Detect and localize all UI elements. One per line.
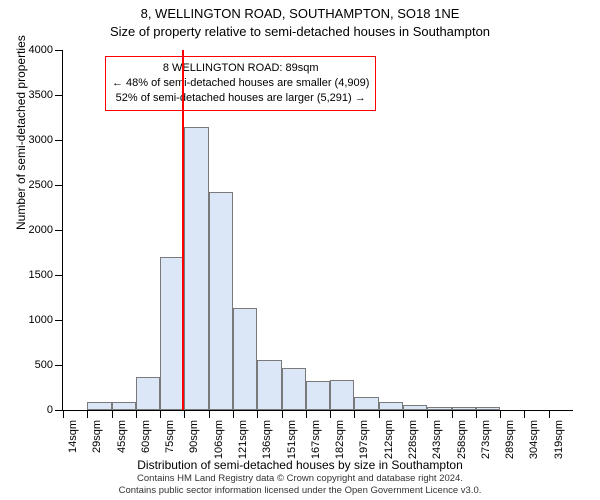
x-tick-label: 45sqm — [116, 420, 128, 453]
x-tick-label: 243sqm — [431, 420, 443, 459]
x-tick-label: 29sqm — [91, 420, 103, 453]
y-tick-label: 3500 — [29, 89, 53, 101]
x-tick-label: 304sqm — [528, 420, 540, 459]
x-tick — [427, 410, 428, 418]
x-tick-label: 258sqm — [456, 420, 468, 459]
x-tick — [233, 410, 234, 418]
annotation-line-3: 52% of semi-detached houses are larger (… — [112, 91, 369, 106]
x-tick — [87, 410, 88, 418]
plot-area: 8 WELLINGTON ROAD: 89sqm ← 48% of semi-d… — [62, 50, 573, 411]
y-tick-label: 2500 — [29, 179, 53, 191]
chart-title: 8, WELLINGTON ROAD, SOUTHAMPTON, SO18 1N… — [0, 6, 600, 21]
x-tick — [63, 410, 64, 418]
x-tick-label: 212sqm — [383, 420, 395, 459]
x-tick-label: 167sqm — [310, 420, 322, 459]
histogram-bar — [354, 397, 378, 411]
x-tick — [136, 410, 137, 418]
footer-line-1: Contains HM Land Registry data © Crown c… — [0, 473, 600, 485]
chart-container: 8, WELLINGTON ROAD, SOUTHAMPTON, SO18 1N… — [0, 0, 600, 500]
y-tick — [55, 410, 63, 411]
histogram-bar — [233, 308, 257, 410]
x-tick-label: 60sqm — [140, 420, 152, 453]
x-tick — [379, 410, 380, 418]
x-tick — [549, 410, 550, 418]
histogram-bar — [476, 407, 500, 410]
histogram-bar — [112, 402, 136, 410]
histogram-bar — [452, 407, 476, 410]
histogram-bar — [184, 127, 208, 411]
x-tick — [403, 410, 404, 418]
marker-line — [182, 50, 184, 410]
x-tick — [184, 410, 185, 418]
histogram-bar — [257, 360, 281, 410]
x-tick — [209, 410, 210, 418]
y-tick — [55, 140, 63, 141]
x-tick-label: 75sqm — [164, 420, 176, 453]
x-tick-label: 14sqm — [67, 420, 79, 453]
x-tick-label: 182sqm — [334, 420, 346, 459]
histogram-bar — [379, 402, 403, 410]
x-tick — [306, 410, 307, 418]
x-tick — [112, 410, 113, 418]
x-tick-label: 197sqm — [358, 420, 370, 459]
x-tick — [452, 410, 453, 418]
x-tick-label: 273sqm — [480, 420, 492, 459]
footer: Contains HM Land Registry data © Crown c… — [0, 473, 600, 497]
y-tick — [55, 365, 63, 366]
y-tick — [55, 275, 63, 276]
annotation-box: 8 WELLINGTON ROAD: 89sqm ← 48% of semi-d… — [105, 56, 376, 111]
histogram-bar — [209, 192, 233, 410]
x-tick — [257, 410, 258, 418]
histogram-bar — [160, 257, 184, 410]
y-tick — [55, 230, 63, 231]
histogram-bar — [87, 402, 111, 410]
histogram-bar — [403, 405, 427, 410]
x-tick-label: 151sqm — [286, 420, 298, 459]
y-tick — [55, 320, 63, 321]
x-tick-label: 319sqm — [553, 420, 565, 459]
y-tick — [55, 95, 63, 96]
y-tick-label: 3000 — [29, 134, 53, 146]
x-tick-label: 136sqm — [261, 420, 273, 459]
x-axis-title: Distribution of semi-detached houses by … — [0, 458, 600, 472]
x-tick — [160, 410, 161, 418]
histogram-bar — [330, 380, 354, 410]
y-tick-label: 0 — [47, 404, 53, 416]
chart-subtitle: Size of property relative to semi-detach… — [0, 24, 600, 39]
y-tick-label: 500 — [35, 359, 53, 371]
x-tick — [524, 410, 525, 418]
x-tick — [282, 410, 283, 418]
x-tick — [476, 410, 477, 418]
x-tick-label: 121sqm — [237, 420, 249, 459]
y-tick-label: 1500 — [29, 269, 53, 281]
y-tick-label: 1000 — [29, 314, 53, 326]
y-axis-title: Number of semi-detached properties — [14, 35, 28, 230]
x-tick — [500, 410, 501, 418]
histogram-bar — [282, 368, 306, 410]
y-tick — [55, 185, 63, 186]
x-tick-label: 289sqm — [504, 420, 516, 459]
y-tick-label: 4000 — [29, 44, 53, 56]
histogram-bar — [427, 407, 451, 410]
histogram-bar — [306, 381, 330, 410]
x-tick — [330, 410, 331, 418]
annotation-line-1: 8 WELLINGTON ROAD: 89sqm — [112, 61, 369, 76]
y-tick-label: 2000 — [29, 224, 53, 236]
annotation-line-2: ← 48% of semi-detached houses are smalle… — [112, 76, 369, 91]
x-tick-label: 228sqm — [407, 420, 419, 459]
x-tick — [354, 410, 355, 418]
y-tick — [55, 50, 63, 51]
footer-line-2: Contains public sector information licen… — [0, 485, 600, 497]
x-tick-label: 90sqm — [188, 420, 200, 453]
x-tick-label: 106sqm — [213, 420, 225, 459]
histogram-bar — [136, 377, 160, 410]
